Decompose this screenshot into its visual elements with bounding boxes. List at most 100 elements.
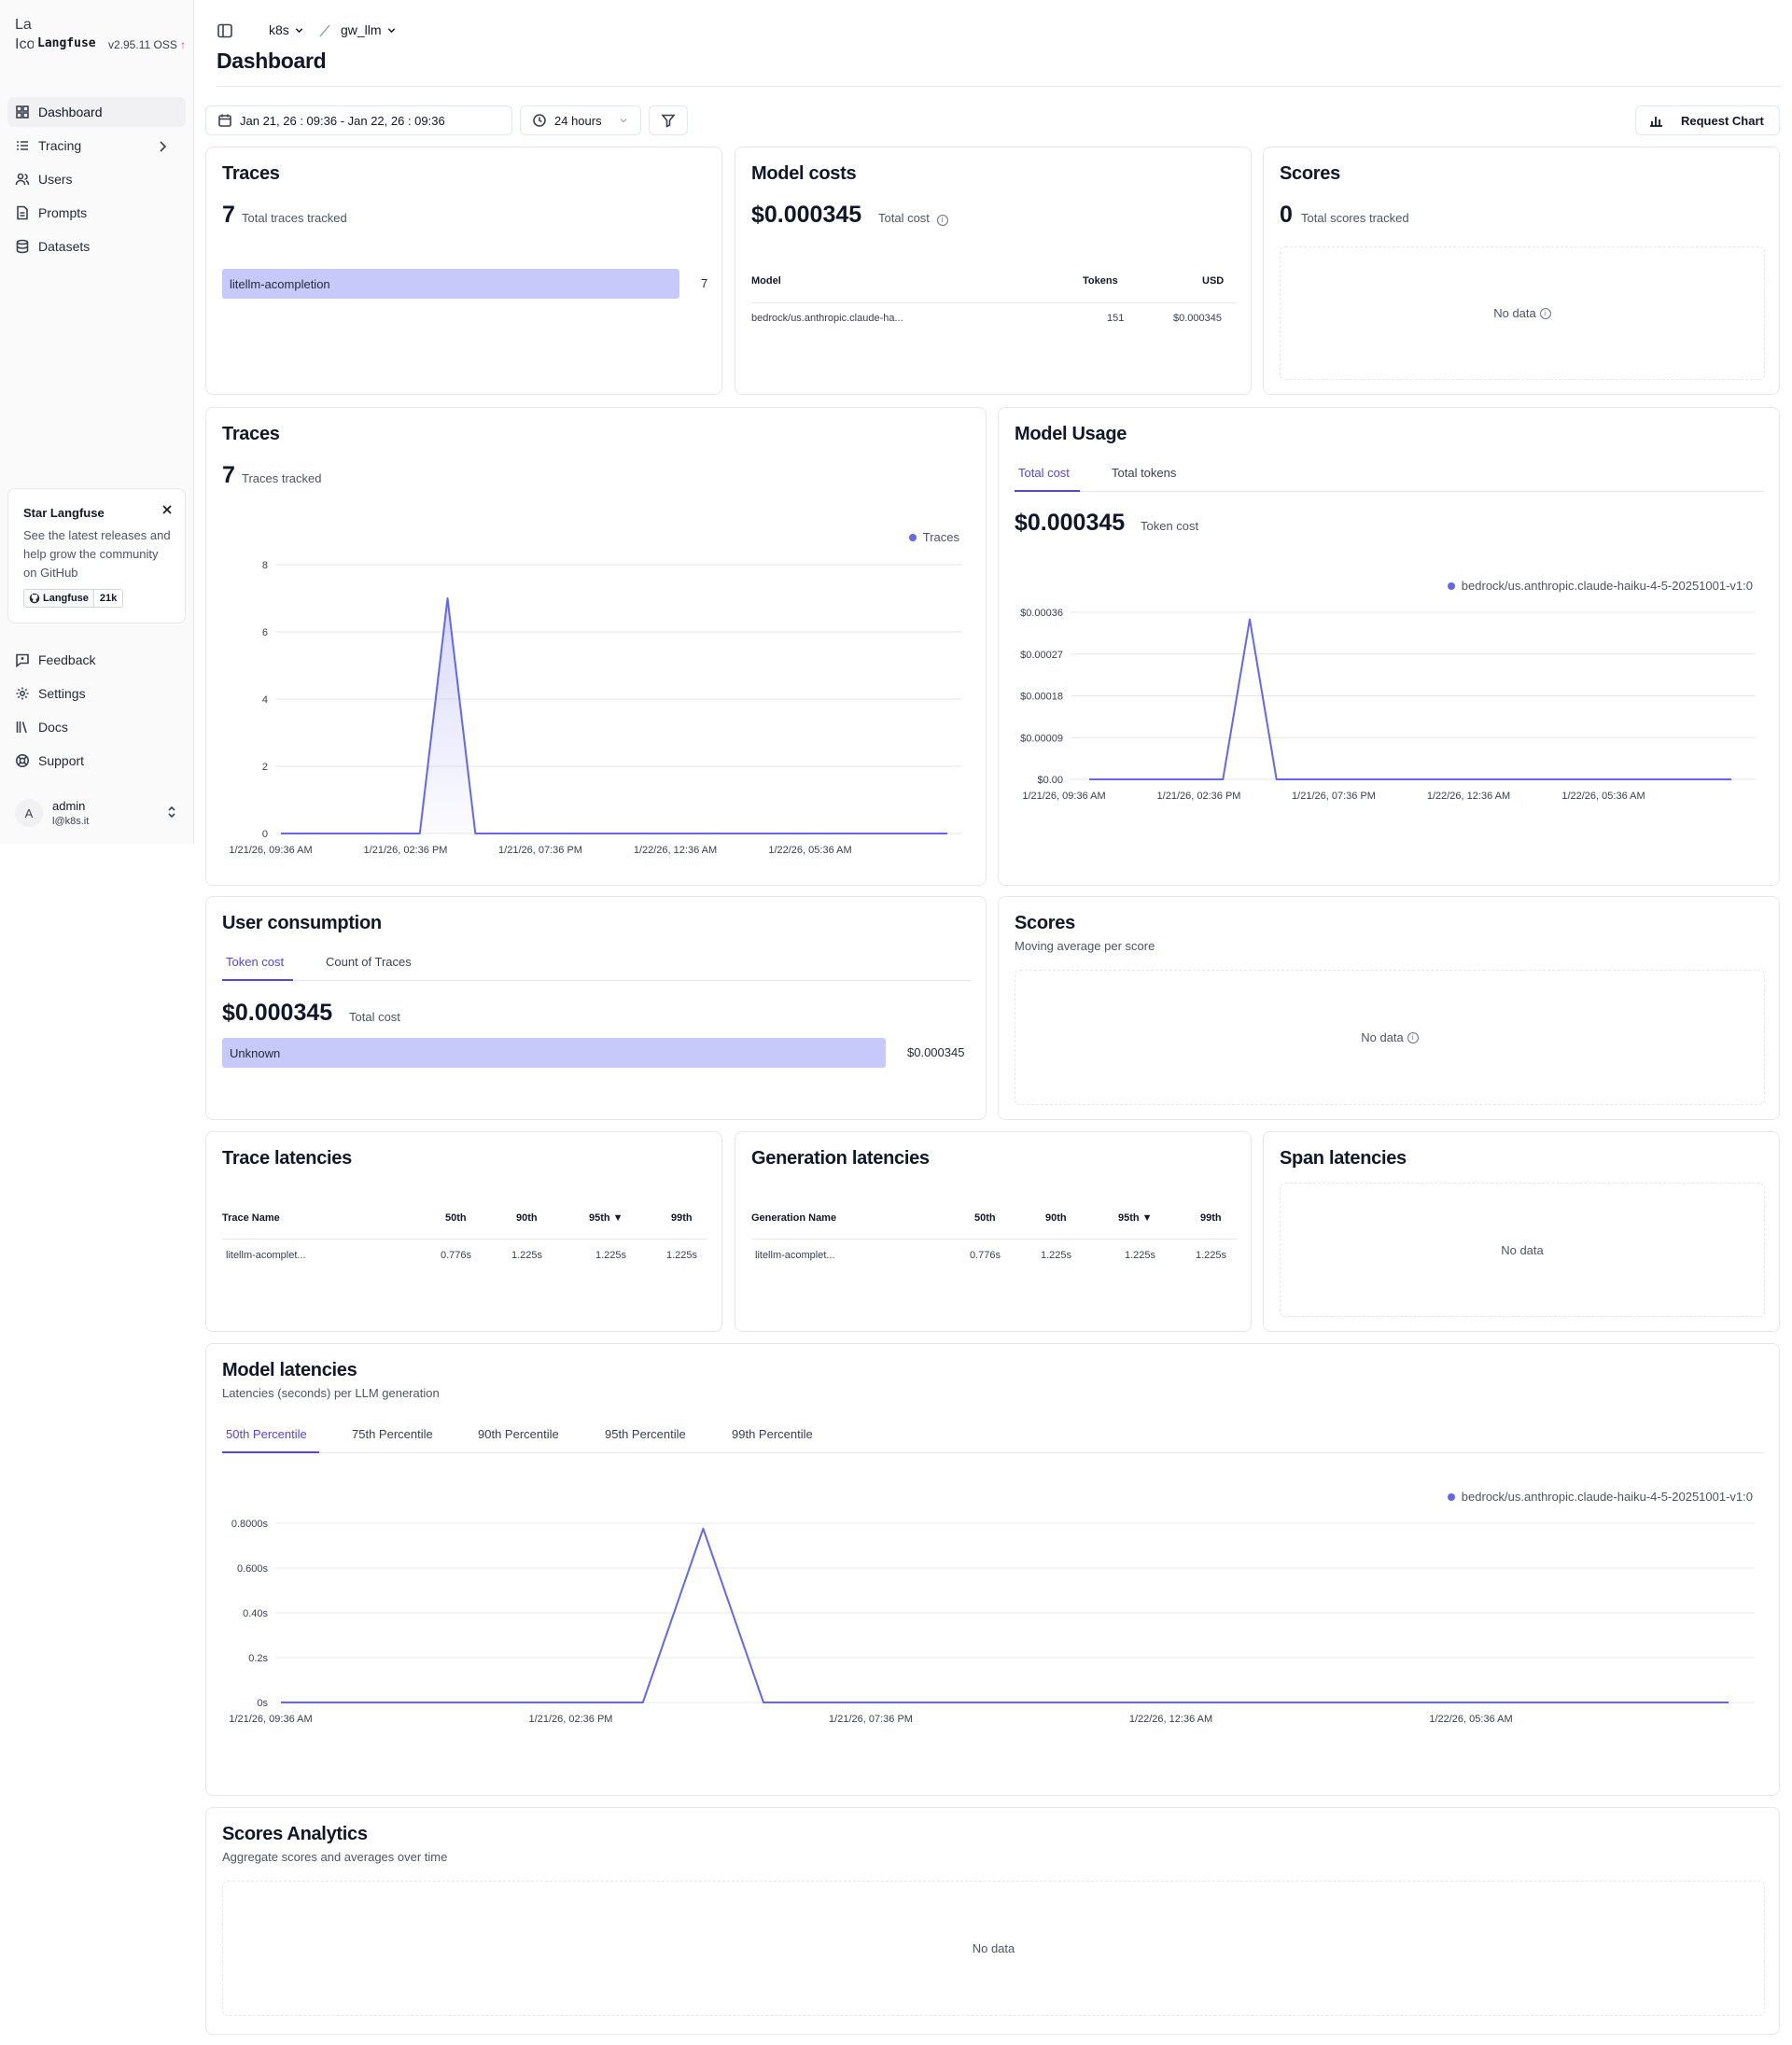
card-title: Traces bbox=[222, 424, 280, 444]
y-tick-label: 4 bbox=[262, 694, 268, 706]
column-header-90th[interactable]: 90th bbox=[516, 1212, 538, 1224]
sidebar-item-label: Datasets bbox=[38, 239, 91, 254]
y-tick-label: $0.00018 bbox=[1020, 692, 1063, 703]
user-bar-value: $0.000345 bbox=[907, 1045, 965, 1059]
chevron-down-icon bbox=[620, 119, 627, 123]
github-stars-badge[interactable]: Langfuse 21k bbox=[23, 589, 124, 608]
column-header-95th[interactable]: 95th ▼ bbox=[589, 1212, 623, 1224]
tracing-icon bbox=[17, 141, 28, 150]
interval-select[interactable]: 24 hours bbox=[520, 105, 641, 135]
close-icon[interactable] bbox=[160, 502, 175, 517]
y-tick-label: $0.00009 bbox=[1020, 733, 1063, 744]
table-cell-99th: 1.225s bbox=[666, 1250, 698, 1261]
column-header-99th[interactable]: 99th bbox=[671, 1212, 693, 1224]
column-header-name[interactable]: Trace Name bbox=[222, 1212, 280, 1224]
user-bar[interactable]: Unknown bbox=[222, 1038, 886, 1068]
user-menu[interactable]: A admin l@k8s.it bbox=[7, 793, 186, 831]
sidebar-item-label: Dashboard bbox=[38, 105, 103, 119]
header-divider bbox=[217, 86, 1781, 87]
chevron-right-icon[interactable] bbox=[155, 139, 170, 154]
tab-total-tokens[interactable]: Total tokens bbox=[1112, 466, 1177, 480]
logo-image[interactable]: La Ico bbox=[15, 17, 34, 52]
database-icon bbox=[16, 239, 29, 254]
sidebar-item-users[interactable]: Users bbox=[7, 164, 186, 194]
update-arrow-icon[interactable]: ↑ bbox=[180, 38, 187, 51]
traces-line-chart[interactable]: 0 2 4 6 8 1/21/26, 09:36 AM 1/21/26, 02:36 PM 1… bbox=[206, 408, 987, 887]
dashboard-icon bbox=[16, 105, 29, 119]
info-icon[interactable]: i bbox=[1407, 1031, 1419, 1044]
brand-name[interactable]: Langfuse bbox=[37, 36, 96, 50]
chart-legend[interactable]: Traces bbox=[908, 530, 959, 544]
sidebar-item-prompts[interactable]: Prompts bbox=[7, 198, 186, 228]
info-icon[interactable]: i bbox=[936, 215, 948, 226]
breadcrumb-project-label: gw_llm bbox=[341, 22, 382, 37]
column-header-90th[interactable]: 90th bbox=[1045, 1212, 1067, 1224]
date-range-picker[interactable]: Jan 21, 26 : 09:36 - Jan 22, 26 : 09:36 bbox=[205, 105, 512, 135]
trace-name-label: litellm-acompletion bbox=[230, 276, 330, 291]
sidebar-item-dashboard[interactable]: Dashboard bbox=[7, 97, 186, 127]
sidebar-item-datasets[interactable]: Datasets bbox=[7, 231, 186, 261]
chart-legend[interactable]: bedrock/us.anthropic.claude-haiku-4-5-20… bbox=[1447, 1490, 1753, 1504]
column-header-99th[interactable]: 99th bbox=[1200, 1212, 1222, 1224]
legend-label: bedrock/us.anthropic.claude-haiku-4-5-20… bbox=[1461, 579, 1753, 593]
tab-99th-percentile[interactable]: 99th Percentile bbox=[732, 1427, 813, 1441]
sidebar-item-support[interactable]: Support bbox=[7, 746, 186, 776]
request-chart-button[interactable]: Request Chart bbox=[1635, 105, 1780, 135]
sidebar-item-feedback[interactable]: Feedback bbox=[7, 645, 186, 675]
column-header-50th[interactable]: 50th bbox=[445, 1212, 467, 1224]
model-latencies-line-chart[interactable]: 0s 0.2s 0.40s 0.600s 0.8000s 1/21/26, 09:36 A… bbox=[206, 1344, 1781, 1797]
table-cell-tokens: 151 bbox=[1107, 313, 1125, 324]
table-cell-90th: 1.225s bbox=[1041, 1250, 1072, 1261]
breadcrumb-project[interactable]: gw_llm bbox=[341, 22, 398, 37]
traces-chart-subtitle: Traces tracked bbox=[242, 471, 322, 485]
user-consumption-card: User consumption Token cost Count of Tra… bbox=[205, 896, 987, 1120]
prompts-icon bbox=[17, 205, 28, 220]
trace-name-value: 7 bbox=[701, 276, 708, 290]
info-icon[interactable]: i bbox=[1539, 307, 1551, 319]
sidebar-item-settings[interactable]: Settings bbox=[7, 679, 186, 708]
column-header-95th[interactable]: 95th ▼ bbox=[1118, 1212, 1153, 1224]
model-costs-total: $0.000345 bbox=[751, 202, 862, 228]
breadcrumb-org[interactable]: k8s bbox=[269, 22, 305, 37]
tab-total-cost[interactable]: Total cost bbox=[1018, 466, 1070, 480]
y-tick-label: $0.00036 bbox=[1020, 608, 1063, 619]
tab-75th-percentile[interactable]: 75th Percentile bbox=[352, 1427, 433, 1441]
tab-50th-percentile[interactable]: 50th Percentile bbox=[226, 1427, 307, 1441]
tab-token-cost[interactable]: Token cost bbox=[226, 955, 285, 969]
tab-count-of-traces[interactable]: Count of Traces bbox=[326, 955, 412, 969]
sidebar-toggle-icon[interactable] bbox=[217, 22, 233, 39]
empty-state: No data i bbox=[1015, 970, 1765, 1105]
traces-chart-count: 7 bbox=[222, 462, 235, 488]
column-header-50th[interactable]: 50th bbox=[974, 1212, 996, 1224]
y-tick-label: $0.00027 bbox=[1020, 650, 1063, 661]
user-name: admin bbox=[52, 799, 86, 813]
model-usage-card: Model Usage Total cost Total tokens $0.0… bbox=[998, 407, 1780, 886]
tab-divider bbox=[222, 980, 971, 981]
y-tick-label: 8 bbox=[262, 560, 268, 571]
model-usage-line-chart[interactable]: $0.00 $0.00009 $0.00018 $0.00027 $0.00036 1/2… bbox=[999, 408, 1781, 887]
avatar: A bbox=[15, 799, 43, 827]
empty-state-text: No data bbox=[1501, 1242, 1544, 1257]
x-tick-label: 1/22/26, 05:36 AM bbox=[1561, 791, 1645, 802]
column-header-tokens[interactable]: Tokens bbox=[1083, 275, 1118, 287]
sidebar-item-tracing[interactable]: Tracing bbox=[7, 131, 186, 161]
tab-90th-percentile[interactable]: 90th Percentile bbox=[478, 1427, 559, 1441]
trace-name-bar[interactable]: litellm-acompletion bbox=[222, 269, 679, 299]
scores-count: 0 bbox=[1280, 202, 1293, 228]
active-tab-indicator bbox=[222, 1451, 319, 1453]
table-cell-name: litellm-acomplet... bbox=[226, 1250, 306, 1261]
chart-legend[interactable]: bedrock/us.anthropic.claude-haiku-4-5-20… bbox=[1447, 579, 1753, 593]
chevrons-up-down-icon[interactable] bbox=[164, 805, 179, 819]
column-header-model[interactable]: Model bbox=[751, 275, 781, 287]
filter-button[interactable] bbox=[649, 105, 688, 135]
tab-95th-percentile[interactable]: 95th Percentile bbox=[605, 1427, 686, 1441]
sidebar-item-label: Tracing bbox=[38, 138, 82, 153]
sidebar-item-docs[interactable]: Docs bbox=[7, 712, 186, 742]
y-tick-label: 6 bbox=[262, 627, 268, 638]
gear-icon bbox=[16, 687, 29, 700]
date-range-value: Jan 21, 26 : 09:36 - Jan 22, 26 : 09:36 bbox=[240, 113, 445, 128]
card-subtitle: Aggregate scores and averages over time bbox=[222, 1850, 448, 1864]
column-header-name[interactable]: Generation Name bbox=[751, 1212, 837, 1224]
column-header-usd[interactable]: USD bbox=[1202, 275, 1225, 287]
card-subtitle: Moving average per score bbox=[1015, 939, 1155, 953]
